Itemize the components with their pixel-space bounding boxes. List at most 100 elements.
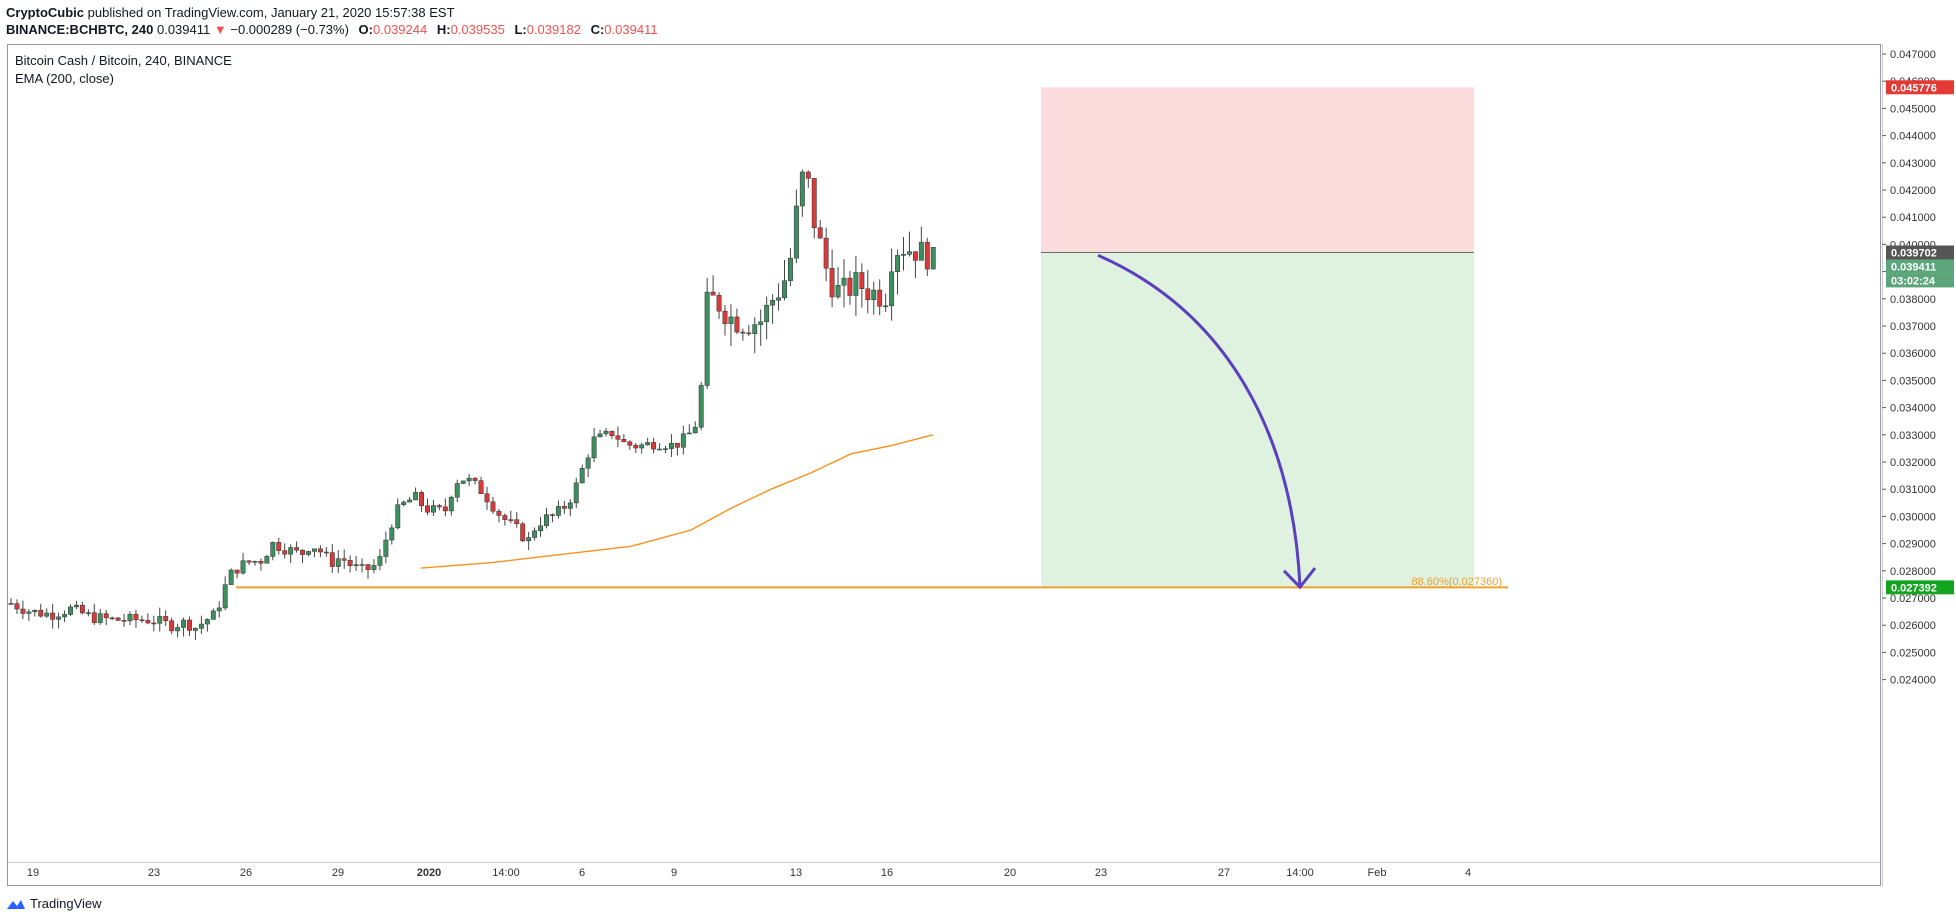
candle-body [597, 433, 603, 438]
candle-body [270, 542, 276, 557]
last-price: 0.039411 [156, 22, 211, 37]
candle-body [490, 501, 496, 512]
candle-body [550, 514, 555, 516]
price-tick-label: 0.042000 [1890, 185, 1936, 197]
price-tick-label: 0.047000 [1890, 49, 1936, 61]
candle-body [561, 506, 567, 509]
price-tick-label: 0.033000 [1890, 430, 1936, 442]
candle-body [288, 547, 294, 555]
arrow-head-icon [1282, 567, 1317, 590]
candle-body [579, 468, 585, 484]
author-name[interactable]: CryptoCubic [6, 5, 84, 20]
candle-body [859, 272, 865, 289]
candle-body [734, 316, 740, 333]
candle-body [151, 622, 157, 625]
price-tick-label: 0.044000 [1890, 131, 1936, 143]
time-tick-label: 4 [1465, 867, 1471, 879]
indicator-label[interactable]: EMA (200, close) [15, 71, 114, 86]
candle-body [484, 493, 490, 503]
candle-body [335, 558, 341, 567]
price-tick-label: 0.034000 [1890, 403, 1936, 415]
candle-body [371, 565, 377, 570]
candle-body [686, 432, 692, 435]
candle-body [401, 501, 407, 505]
candle-body [508, 519, 514, 521]
time-tick-label: 2020 [417, 867, 441, 879]
candle-body [472, 477, 478, 481]
candle-body [722, 310, 728, 324]
candle-body [752, 324, 758, 334]
candle-body [680, 433, 686, 448]
chart-pane[interactable]: 88.60%(0.027360) [7, 44, 1881, 886]
candle-body [645, 442, 651, 446]
candle-body [877, 289, 883, 307]
candle-body [520, 523, 526, 542]
time-tick-label: 20 [1004, 867, 1016, 879]
close-value: 0.039411 [604, 22, 658, 37]
candle-body [329, 552, 335, 567]
candle-body [97, 613, 103, 623]
candle-body [865, 288, 871, 300]
candle-body [728, 316, 734, 324]
price-tick-label: 0.043000 [1890, 158, 1936, 170]
chart-legend: Bitcoin Cash / Bitcoin, 240, BINANCE EMA… [15, 52, 232, 88]
price-tick-label: 0.036000 [1890, 348, 1936, 360]
price-tick-label: 0.041000 [1890, 212, 1936, 224]
candle-body [907, 251, 912, 255]
candle-body [210, 610, 216, 620]
candle-body [788, 257, 793, 281]
candle-body [163, 616, 169, 621]
candle-body [930, 247, 936, 270]
candle-body [823, 237, 829, 269]
time-axis[interactable]: 19 23 26 29 2020 14:00 6 9 13 16 20 23 27 14:00 Feb 4 [7, 862, 1881, 886]
take-profit-zone[interactable] [1041, 252, 1474, 588]
brand-label: TradingView [30, 896, 102, 911]
stop-loss-zone[interactable] [1041, 87, 1474, 253]
candle-body [555, 506, 561, 516]
series-title[interactable]: Bitcoin Cash / Bitcoin, 240, BINANCE [15, 53, 232, 68]
candle-body [912, 251, 918, 261]
candle-body [627, 441, 633, 446]
price-tick-label: 0.029000 [1890, 539, 1936, 551]
time-tick-label: 23 [1095, 867, 1107, 879]
candle-body [145, 620, 151, 624]
close-label: C: [590, 22, 605, 37]
candle-body [514, 519, 520, 525]
ema-200-line[interactable] [420, 434, 934, 569]
footer-brand[interactable]: TradingView [6, 896, 102, 911]
time-tick-label: 26 [240, 867, 252, 879]
candle-body [341, 558, 347, 561]
time-tick-label: 27 [1218, 867, 1230, 879]
candle-body [216, 607, 222, 612]
candle-body [91, 612, 97, 623]
last-price-badge-label: 0.039411 [1891, 261, 1936, 273]
candle-body [157, 616, 163, 624]
candle-body [74, 604, 79, 608]
candle-body [14, 603, 20, 610]
candle-body [20, 608, 26, 614]
candle-body [776, 297, 781, 301]
candle-body [770, 300, 776, 306]
candle-body [395, 504, 401, 529]
candle-body [139, 619, 145, 622]
candle-body [633, 445, 639, 449]
candle-body [246, 560, 252, 563]
candle-body [68, 606, 73, 615]
price-axis[interactable]: 0.0470000.0460000.0450000.0440000.043000… [1882, 44, 1956, 886]
projection-arrow[interactable] [1097, 253, 1302, 588]
candle-body [835, 284, 841, 298]
stop-price-badge-label: 0.045776 [1891, 82, 1937, 94]
candle-body [62, 614, 67, 618]
candle-body [276, 542, 282, 551]
price-chart[interactable]: 88.60%(0.027360) [8, 45, 1880, 885]
candle-body [264, 556, 270, 564]
candle-body [478, 480, 484, 494]
down-arrow-icon: ▼ [213, 22, 227, 37]
candle-body [698, 385, 704, 428]
candle-body [639, 444, 645, 449]
time-tick-label: 16 [881, 867, 893, 879]
candle-body [663, 448, 668, 450]
price-tick-label: 0.030000 [1890, 511, 1936, 523]
candle-body [448, 496, 454, 512]
time-tick-label: 29 [332, 867, 344, 879]
